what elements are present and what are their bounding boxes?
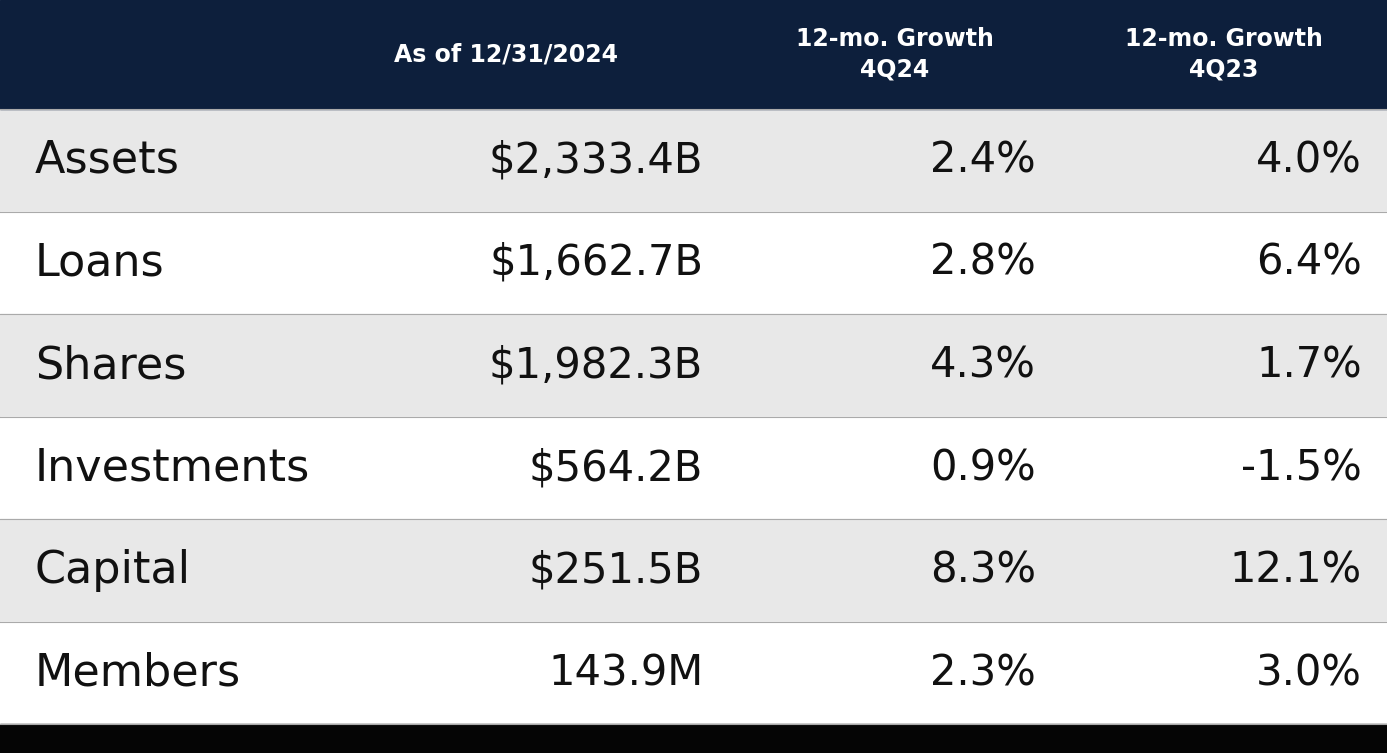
- Bar: [0, 109, 1387, 212]
- Text: 2.4%: 2.4%: [931, 139, 1036, 181]
- Text: 8.3%: 8.3%: [931, 550, 1036, 592]
- Text: $251.5B: $251.5B: [528, 550, 703, 592]
- Bar: [0, 622, 1387, 724]
- Text: 6.4%: 6.4%: [1257, 242, 1362, 284]
- Text: 1.7%: 1.7%: [1257, 345, 1362, 386]
- Text: $1,662.7B: $1,662.7B: [490, 242, 703, 284]
- Text: Loans: Loans: [35, 242, 164, 285]
- Text: As of 12/31/2024: As of 12/31/2024: [394, 43, 619, 66]
- Text: Investments: Investments: [35, 447, 309, 489]
- Text: Shares: Shares: [35, 344, 186, 387]
- Bar: [0, 724, 1387, 753]
- Text: $1,982.3B: $1,982.3B: [490, 345, 703, 386]
- Bar: [0, 520, 1387, 622]
- Text: Members: Members: [35, 651, 241, 694]
- Text: Assets: Assets: [35, 139, 179, 182]
- Text: 12.1%: 12.1%: [1230, 550, 1362, 592]
- Bar: [0, 314, 1387, 417]
- Text: 2.3%: 2.3%: [931, 652, 1036, 694]
- Text: 12-mo. Growth
4Q23: 12-mo. Growth 4Q23: [1125, 27, 1323, 82]
- Text: $2,333.4B: $2,333.4B: [488, 139, 703, 181]
- Bar: [0, 417, 1387, 520]
- Text: 3.0%: 3.0%: [1257, 652, 1362, 694]
- Text: 143.9M: 143.9M: [548, 652, 703, 694]
- Text: 0.9%: 0.9%: [931, 447, 1036, 489]
- Text: 4.3%: 4.3%: [931, 345, 1036, 386]
- Bar: [0, 212, 1387, 314]
- Text: 12-mo. Growth
4Q24: 12-mo. Growth 4Q24: [796, 27, 993, 82]
- Text: $564.2B: $564.2B: [528, 447, 703, 489]
- Bar: [0, 0, 1387, 109]
- Text: Capital: Capital: [35, 549, 190, 592]
- Text: 2.8%: 2.8%: [931, 242, 1036, 284]
- Text: -1.5%: -1.5%: [1241, 447, 1362, 489]
- Text: 4.0%: 4.0%: [1257, 139, 1362, 181]
